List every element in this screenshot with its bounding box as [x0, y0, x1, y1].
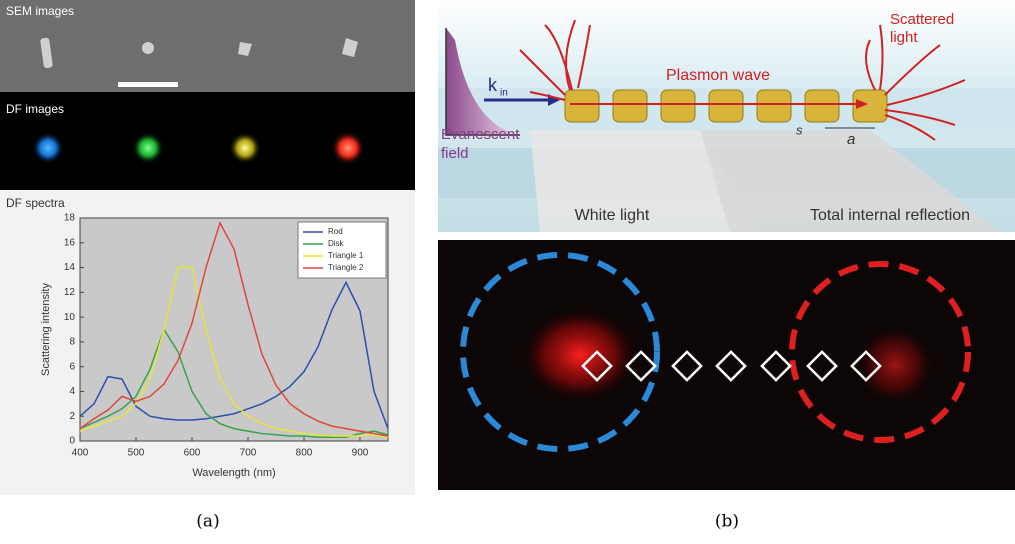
- evanescent-label: Evanescent: [441, 126, 520, 143]
- light-beam: [700, 130, 1000, 232]
- evanescent-profile: [446, 28, 520, 135]
- df-spot: [229, 132, 261, 164]
- plasmon-label: Plasmon wave: [666, 67, 770, 84]
- dashed-circle: [460, 252, 660, 452]
- x-axis-label: Wavelength (nm): [192, 467, 275, 479]
- y-tick-label: 10: [64, 312, 76, 323]
- caption: (a): [196, 512, 219, 532]
- scattered-label: light: [890, 29, 918, 46]
- a-label: a: [847, 131, 855, 148]
- y-tick-label: 14: [64, 262, 76, 273]
- series-line: [79, 266, 389, 439]
- df-spot: [132, 132, 164, 164]
- y-tick-label: 18: [64, 213, 76, 224]
- caption: (b): [715, 512, 739, 532]
- cubes: [564, 89, 888, 123]
- tir-label: Total internal reflection: [810, 207, 970, 224]
- y-tick-label: 8: [69, 337, 75, 348]
- diamonds: [581, 350, 882, 382]
- legend-label: Triangle 2: [328, 263, 364, 272]
- y-tick-label: 16: [64, 237, 76, 248]
- df-spot: [32, 132, 64, 164]
- axes: [445, 28, 520, 136]
- legend-label: Triangle 1: [328, 251, 364, 260]
- dashed-circle: [789, 261, 971, 443]
- evanescent-label: field: [441, 145, 469, 162]
- df-label: DF images: [6, 102, 64, 116]
- series-line: [79, 280, 389, 429]
- scatter-arrows: [519, 19, 966, 141]
- y-tick-label: 6: [69, 361, 75, 372]
- scattered-label: Scattered: [890, 11, 954, 28]
- x-tick-label: 900: [352, 448, 369, 459]
- glow: [855, 325, 935, 405]
- x-tick-label: 400: [72, 448, 89, 459]
- particle: [238, 42, 252, 56]
- legend-label: Disk: [328, 239, 345, 248]
- x-tick-label: 600: [184, 448, 201, 459]
- particle: [342, 38, 358, 57]
- particle: [40, 37, 53, 69]
- y-tick-label: 0: [69, 436, 75, 447]
- particle: [142, 42, 154, 54]
- k-label: k: [488, 75, 498, 95]
- chart-title: DF spectra: [6, 196, 65, 210]
- y-axis-label: Scattering intensity: [40, 283, 52, 376]
- x-tick-label: 700: [240, 448, 257, 459]
- white-light-label: White light: [575, 207, 650, 224]
- df-spot: [331, 131, 365, 165]
- arrowhead: [856, 99, 868, 109]
- scale-bar: [118, 82, 178, 87]
- s-label: s: [796, 122, 803, 137]
- k-sub: in: [500, 88, 508, 99]
- series-line: [79, 221, 389, 437]
- y-tick-label: 2: [69, 411, 75, 422]
- legend-label: Rod: [328, 227, 343, 236]
- y-tick-label: 12: [64, 287, 76, 298]
- light-beam: [530, 130, 760, 232]
- y-tick-label: 4: [69, 386, 75, 397]
- series-line: [79, 327, 389, 439]
- chart: 0 2 4 6 8 10 12 14 16 18 400 500 600 700 800 900 Wavelen…: [40, 213, 389, 479]
- sem-label: SEM images: [6, 4, 74, 18]
- x-tick-label: 500: [128, 448, 145, 459]
- x-tick-label: 800: [296, 448, 313, 459]
- glow: [520, 307, 640, 403]
